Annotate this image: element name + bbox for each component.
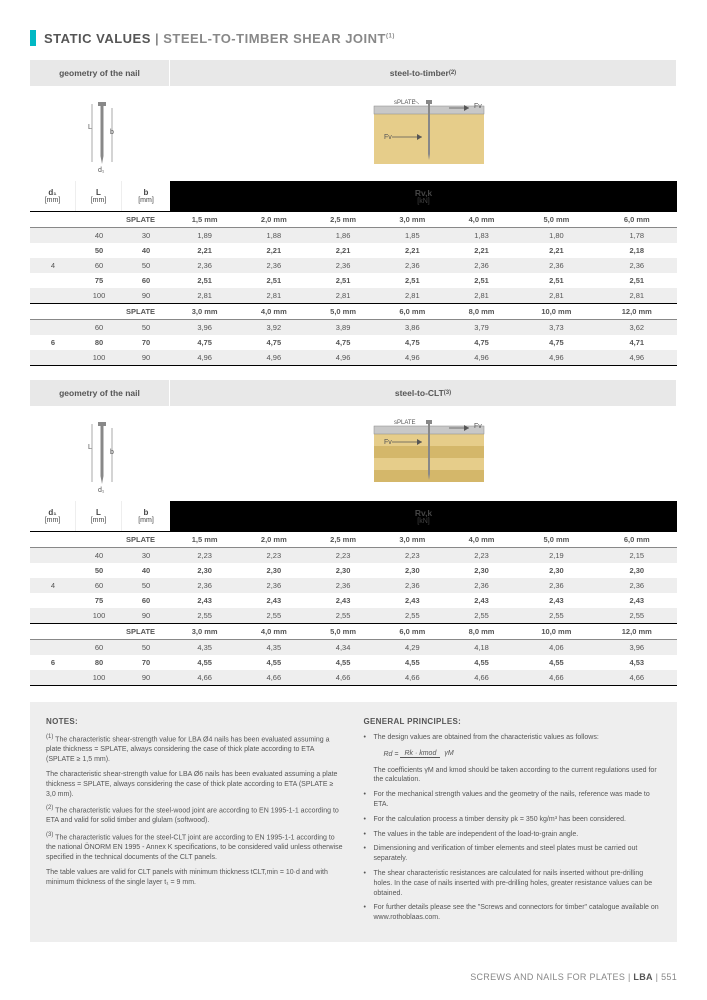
title-text: STATIC VALUES | STEEL-TO-TIMBER SHEAR JO… — [44, 31, 395, 46]
notes-block: NOTES: (1) The characteristic shear-stre… — [30, 702, 677, 942]
data-table-timber: SPLATE1,5 mm2,0 mm2,5 mm3,0 mm4,0 mm5,0 … — [30, 211, 677, 366]
table-row: 100904,664,664,664,664,664,664,66 — [30, 670, 677, 686]
table-row: 680704,554,554,554,554,554,554,53 — [30, 655, 677, 670]
table-row: 75602,512,512,512,512,512,512,51 — [30, 273, 677, 288]
title-sup: (1) — [386, 33, 395, 39]
table-row: 100904,964,964,964,964,964,964,96 — [30, 350, 677, 366]
section-header-timber: geometry of the nail steel-to-timber(2) — [30, 60, 677, 86]
header-clt: steel-to-CLT(3) — [170, 380, 677, 406]
table-row: 60503,963,923,893,863,793,733,62 — [30, 320, 677, 336]
diagram-row-timber: L b d₁ sPLATE Fv Fv — [30, 86, 677, 181]
data-table-clt: SPLATE1,5 mm2,0 mm2,5 mm3,0 mm4,0 mm5,0 … — [30, 531, 677, 686]
table-row: 50402,302,302,302,302,302,302,30 — [30, 563, 677, 578]
notes-title: NOTES: — [46, 716, 344, 727]
note-item: The characteristic shear-strength value … — [46, 770, 344, 799]
svg-text:L: L — [88, 124, 92, 131]
note-item: The table values are valid for CLT panel… — [46, 868, 344, 888]
title-main: STEEL-TO-TIMBER SHEAR JOINT — [163, 31, 386, 46]
principle-item: For the mechanical strength values and t… — [364, 790, 662, 810]
page-footer: SCREWS AND NAILS FOR PLATES | LBA | 551 — [470, 972, 677, 982]
note-item: (2) The characteristic values for the st… — [46, 804, 344, 826]
table-row: 680704,754,754,754,754,754,754,71 — [30, 335, 677, 350]
formula: Rd = Rk · kmodγM — [384, 749, 662, 760]
principle-item: Dimensioning and verification of timber … — [364, 844, 662, 864]
table-row: 50402,212,212,212,212,212,212,18 — [30, 243, 677, 258]
table-row: 100902,552,552,552,552,552,552,55 — [30, 608, 677, 624]
table-row: 40302,232,232,232,232,232,192,15 — [30, 548, 677, 564]
title-prefix: STATIC VALUES — [44, 31, 151, 46]
svg-text:sPLATE: sPLATE — [394, 100, 416, 106]
notes-column: NOTES: (1) The characteristic shear-stre… — [46, 716, 344, 928]
steel-clt-diagram: sPLATE Fv Fv — [170, 406, 677, 501]
svg-text:Fv: Fv — [474, 423, 482, 430]
header-geom: geometry of the nail — [30, 60, 170, 86]
note-item: (3) The characteristic values for the st… — [46, 831, 344, 863]
title-accent — [30, 30, 36, 46]
table-row: 40301,891,881,861,851,831,801,78 — [30, 228, 677, 244]
svg-text:d₁: d₁ — [98, 487, 105, 494]
note-item: (1) The characteristic shear-strength va… — [46, 733, 344, 765]
principle-item: For further details please see the "Scre… — [364, 903, 662, 923]
svg-text:Fv: Fv — [474, 103, 482, 110]
principle-item: The design values are obtained from the … — [364, 733, 662, 785]
unit-header-clt: d₁[mm] L[mm] b[mm] Rv,k[kN] — [30, 501, 677, 531]
header-geom: geometry of the nail — [30, 380, 170, 406]
table-row: 460502,362,362,362,362,362,362,36 — [30, 258, 677, 273]
nail-geometry-diagram: L b d₁ — [30, 86, 170, 181]
principle-item: The values in the table are independent … — [364, 830, 662, 840]
nail-geometry-diagram: L b d₁ — [30, 406, 170, 501]
steel-timber-diagram: sPLATE Fv Fv — [170, 86, 677, 181]
table-row: 60504,354,354,344,294,184,063,96 — [30, 640, 677, 656]
table-row: 75602,432,432,432,432,432,432,43 — [30, 593, 677, 608]
section-header-clt: geometry of the nail steel-to-CLT(3) — [30, 380, 677, 406]
unit-header-timber: d₁[mm] L[mm] b[mm] Rv,k[kN] — [30, 181, 677, 211]
header-timber: steel-to-timber(2) — [170, 60, 677, 86]
principles-column: GENERAL PRINCIPLES: The design values ar… — [364, 716, 662, 928]
principle-item: The shear characteristic resistances are… — [364, 869, 662, 898]
table-row: 100902,812,812,812,812,812,812,81 — [30, 288, 677, 304]
svg-text:Fv: Fv — [384, 439, 392, 446]
principles-title: GENERAL PRINCIPLES: — [364, 716, 662, 727]
svg-text:d₁: d₁ — [98, 167, 105, 174]
svg-text:Fv: Fv — [384, 134, 392, 141]
principle-item: For the calculation process a timber den… — [364, 815, 662, 825]
table-row: 460502,362,362,362,362,362,362,36 — [30, 578, 677, 593]
page-title: STATIC VALUES | STEEL-TO-TIMBER SHEAR JO… — [30, 30, 677, 46]
svg-text:L: L — [88, 444, 92, 451]
svg-text:sPLATE: sPLATE — [394, 420, 416, 426]
diagram-row-clt: L b d₁ sPLATE Fv Fv — [30, 406, 677, 501]
